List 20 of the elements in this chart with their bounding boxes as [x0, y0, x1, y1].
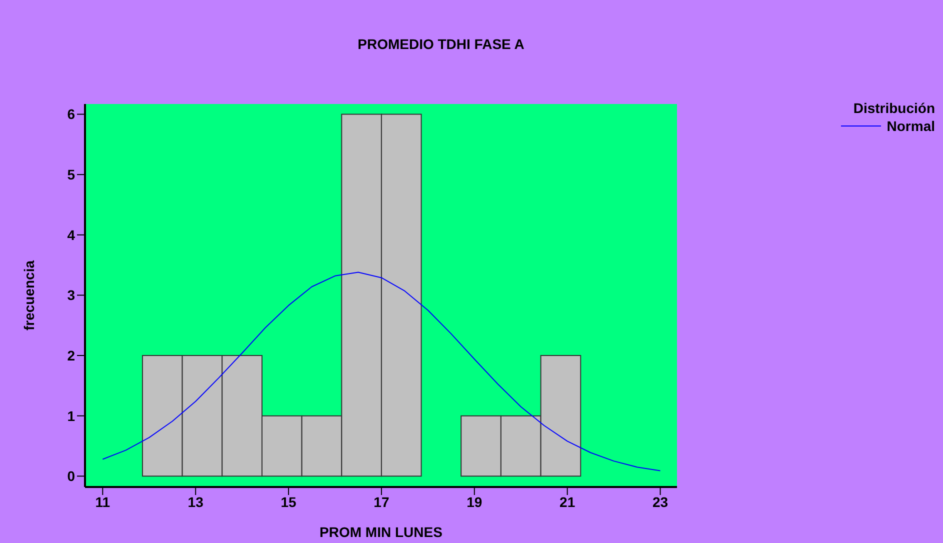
x-tick-label: 15	[280, 494, 297, 510]
y-axis-title: frecuencia	[20, 260, 37, 331]
x-tick-label: 17	[374, 494, 390, 510]
x-tick-label: 19	[466, 494, 482, 510]
y-tick-label: 4	[67, 226, 76, 243]
legend-label: Normal	[886, 118, 935, 134]
y-tick-label: 5	[67, 166, 76, 183]
x-axis-title: PROM MIN LUNES	[320, 524, 442, 540]
chart-title: PROMEDIO TDHI FASE A	[356, 36, 526, 52]
x-tick-label: 11	[95, 494, 110, 510]
y-tick-label: 2	[67, 347, 76, 364]
y-tick-label: 1	[67, 408, 76, 424]
y-tick-label: 3	[67, 287, 76, 304]
y-tick-label: 0	[67, 468, 76, 484]
line-series	[102, 272, 661, 472]
x-tick-label: 13	[188, 494, 204, 510]
x-tick-label: 21	[560, 494, 576, 510]
legend-title: Distribución	[852, 100, 935, 116]
x-tick-label: 23	[652, 494, 668, 510]
y-tick-label: 6	[67, 106, 76, 122]
